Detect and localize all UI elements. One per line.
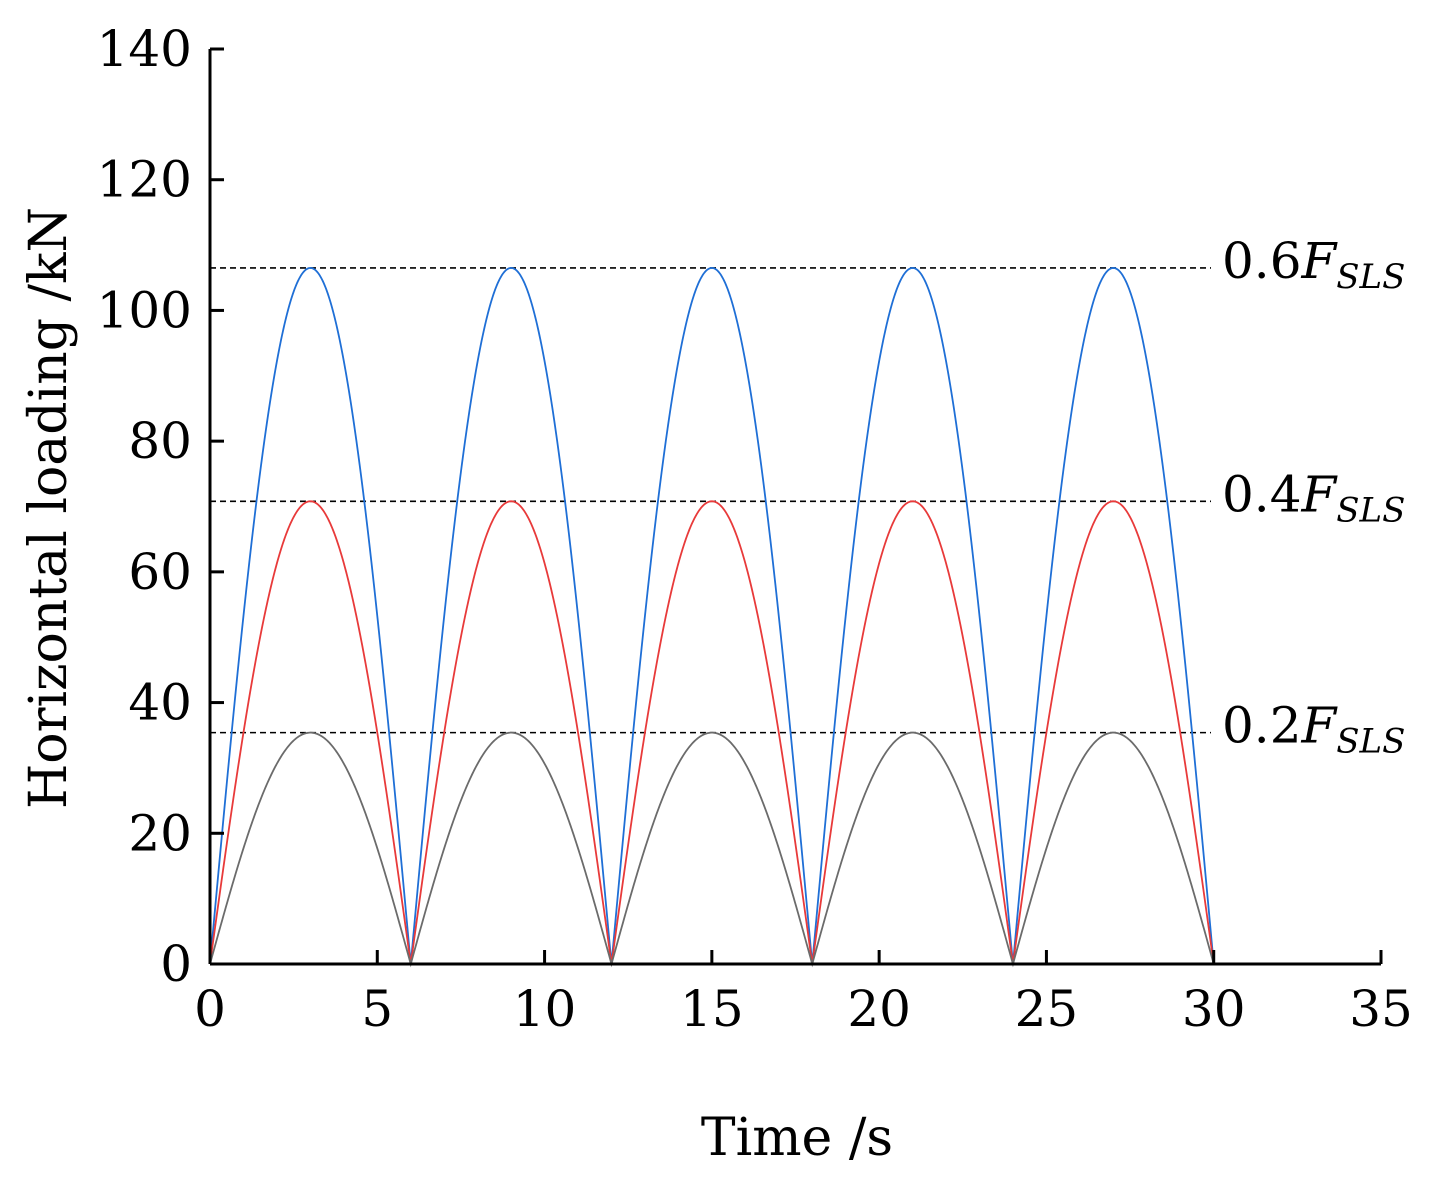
y-tick-label-5: 100 (97, 281, 192, 339)
y-tick-label-4: 80 (128, 412, 192, 470)
x-tick-label-6: 30 (1182, 980, 1246, 1038)
y-tick-label-0: 0 (160, 935, 192, 993)
x-tick-label-7: 35 (1349, 980, 1413, 1038)
x-tick-label-5: 25 (1015, 980, 1079, 1038)
y-tick-label-2: 40 (128, 674, 192, 732)
reference-labels: 0.6FSLS 0.4FSLS 0.2FSLS (1222, 232, 1405, 762)
x-axis-title: Time /s (701, 1108, 893, 1168)
y-tick-label-3: 60 (128, 543, 192, 601)
x-tick-label-3: 15 (680, 980, 744, 1038)
reference-label-1: 0.4FSLS (1222, 465, 1405, 530)
y-tick-label-1: 20 (128, 804, 192, 862)
x-tick-label-0: 0 (194, 980, 226, 1038)
series-line-1 (209, 500, 1215, 965)
y-axis-title: Horizontal loading /kN (19, 207, 79, 809)
x-tick-label-4: 20 (847, 980, 911, 1038)
x-tick-label-1: 5 (361, 980, 393, 1038)
y-tick-label-7: 140 (97, 20, 192, 78)
series-line-0 (209, 267, 1215, 965)
ticks: 0 5 10 15 20 25 30 35 0 20 40 60 80 100 120 140 (97, 20, 1413, 1038)
series-group (209, 267, 1215, 968)
reference-label-0: 0.6FSLS (1222, 232, 1405, 297)
reference-lines (210, 267, 1211, 734)
axes (208, 49, 1381, 966)
reference-label-2: 0.2FSLS (1222, 697, 1405, 762)
x-tick-label-2: 10 (513, 980, 577, 1038)
y-tick-label-6: 120 (97, 151, 192, 209)
series-line-2 (209, 731, 1215, 968)
